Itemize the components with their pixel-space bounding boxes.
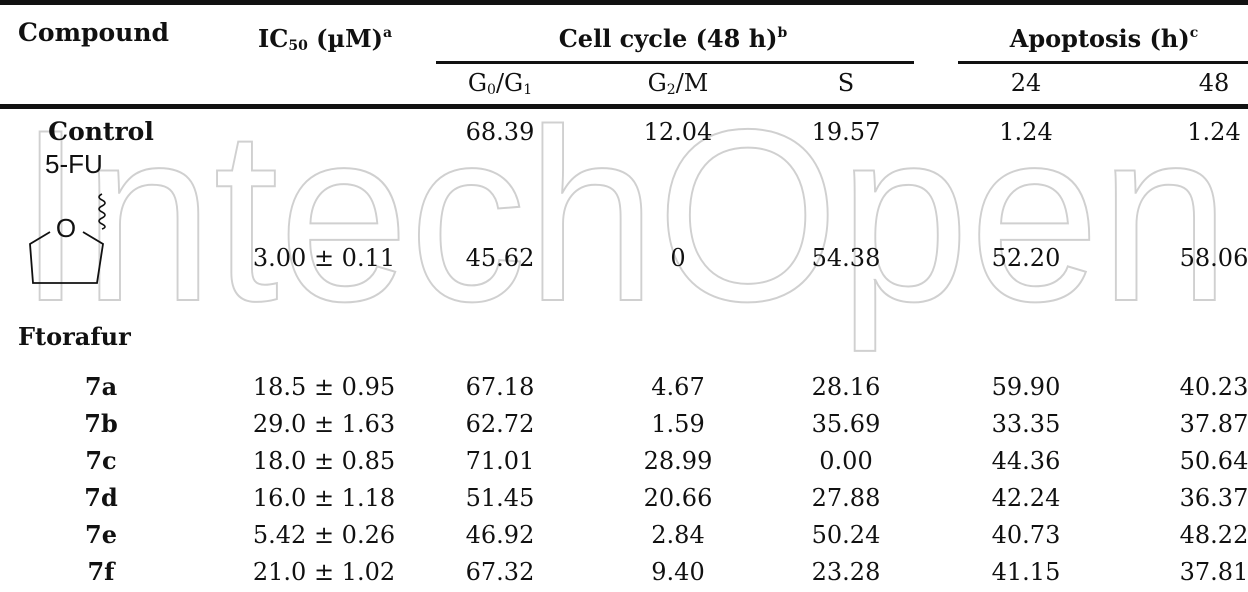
g0g1-value: 71.01	[465, 447, 535, 475]
header-48h: 48	[1198, 69, 1230, 97]
g0g1-value: 67.32	[465, 558, 535, 586]
header-cell-cycle: Cell cycle (48 h)b	[558, 24, 788, 53]
apoptosis-48h-value: 40.23	[1179, 373, 1248, 401]
header-24h: 24	[1010, 69, 1042, 97]
g2m-value: 2.84	[651, 521, 705, 549]
header-ic50: IC50 (µM)a	[258, 24, 393, 54]
structure-5fu-label: 5-FU	[45, 149, 103, 179]
s-value: 35.69	[811, 410, 881, 438]
compound-name: 7c	[85, 446, 117, 475]
apoptosis-48h-value: 36.37	[1179, 484, 1248, 512]
apoptosis-24h-value: 41.15	[991, 558, 1061, 586]
control-g0g1: 68.39	[465, 118, 535, 146]
s-value: 27.88	[811, 484, 881, 512]
ftorafur-48h: 58.06	[1179, 244, 1248, 272]
ic50-value: 29.0 ± 1.63	[252, 410, 396, 438]
g0g1-value: 46.92	[465, 521, 535, 549]
header-g0g1: G0/G1	[467, 69, 533, 98]
top-rule	[0, 0, 1248, 5]
control-s: 19.57	[811, 118, 881, 146]
ic50-value: 16.0 ± 1.18	[252, 484, 396, 512]
s-value: 28.16	[811, 373, 881, 401]
g0g1-value: 62.72	[465, 410, 535, 438]
apoptosis-rule	[958, 61, 1248, 64]
compound-name: 7f	[87, 557, 115, 586]
ftorafur-g2m: 0	[670, 244, 686, 272]
g2m-value: 28.99	[643, 447, 713, 475]
ftorafur-24h: 52.20	[991, 244, 1061, 272]
apoptosis-24h-value: 33.35	[991, 410, 1061, 438]
compound-name: 7b	[84, 409, 118, 438]
ftorafur-s: 54.38	[811, 244, 881, 272]
g2m-value: 9.40	[651, 558, 705, 586]
ring-oxygen-label: O	[56, 213, 76, 243]
header-g2m: G2/M	[647, 69, 709, 98]
control-48h: 1.24	[1187, 118, 1241, 146]
apoptosis-48h-value: 48.22	[1179, 521, 1248, 549]
g2m-value: 1.59	[651, 410, 705, 438]
ic50-value: 18.5 ± 0.95	[252, 373, 396, 401]
ftorafur-ic50: 3.00 ± 0.11	[252, 244, 396, 272]
ic50-value: 5.42 ± 0.26	[252, 521, 396, 549]
apoptosis-24h-value: 42.24	[991, 484, 1061, 512]
ic50-value: 18.0 ± 0.85	[252, 447, 396, 475]
apoptosis-24h-value: 40.73	[991, 521, 1061, 549]
compound-name: 7a	[84, 372, 118, 401]
s-value: 23.28	[811, 558, 881, 586]
ic50-value: 21.0 ± 1.02	[252, 558, 396, 586]
s-value: 50.24	[811, 521, 881, 549]
cell-cycle-rule	[436, 61, 914, 64]
control-24h: 1.24	[999, 118, 1053, 146]
apoptosis-48h-value: 37.87	[1179, 410, 1248, 438]
ftorafur-g0g1: 45.62	[465, 244, 535, 272]
ftorafur-structure-drawing: O	[29, 193, 106, 284]
g2m-value: 20.66	[643, 484, 713, 512]
g0g1-value: 51.45	[465, 484, 535, 512]
header-bottom-rule	[0, 104, 1248, 109]
header-s: S	[837, 69, 855, 97]
apoptosis-24h-value: 59.90	[991, 373, 1061, 401]
header-apoptosis: Apoptosis (h)c	[1009, 24, 1199, 53]
apoptosis-24h-value: 44.36	[991, 447, 1061, 475]
apoptosis-48h-value: 37.81	[1179, 558, 1248, 586]
ftorafur-name: Ftorafur	[18, 322, 131, 351]
g0g1-value: 67.18	[465, 373, 535, 401]
compound-name: 7e	[85, 520, 117, 549]
control-name: Control	[48, 117, 154, 146]
apoptosis-48h-value: 50.64	[1179, 447, 1248, 475]
compound-name: 7d	[84, 483, 118, 512]
header-compound: Compound	[18, 18, 170, 47]
control-g2m: 12.04	[643, 118, 713, 146]
g2m-value: 4.67	[651, 373, 705, 401]
s-value: 0.00	[819, 447, 873, 475]
